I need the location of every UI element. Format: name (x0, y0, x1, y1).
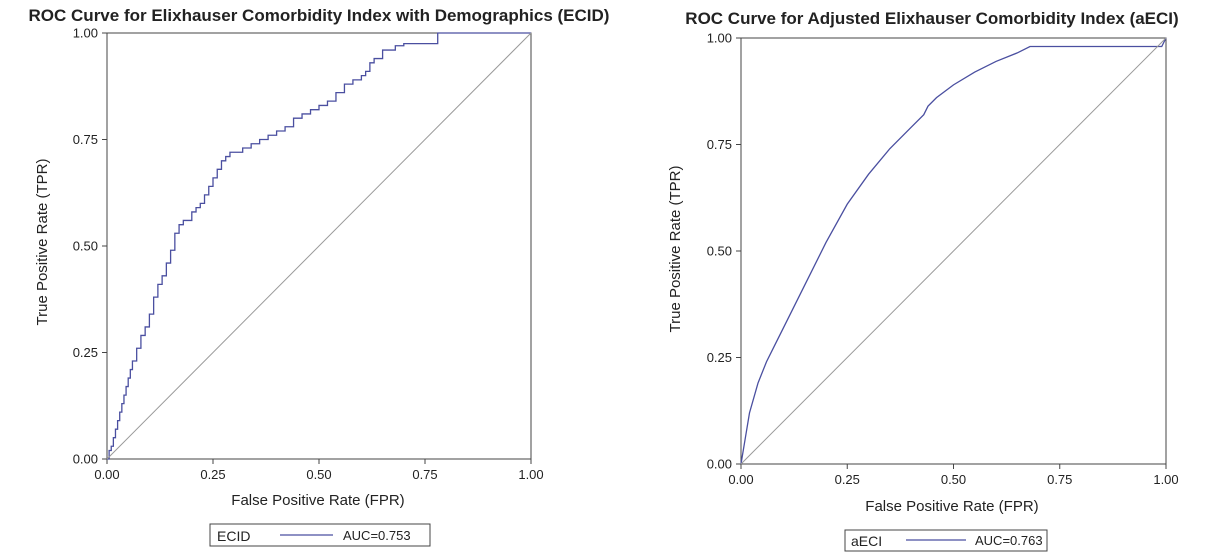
chart-ecid-x-tick-label: 0.00 (94, 467, 119, 482)
chart-ecid-x-tick-label: 0.50 (306, 467, 331, 482)
chart-aeci-reference-line (740, 37, 1167, 465)
chart-ecid-y-tick-label: 0.75 (73, 132, 98, 147)
chart-aeci-y-tick-label: 1.00 (707, 31, 732, 46)
chart-aeci-axes: 0.00 0.25 0.50 0.75 1.00 0.00 0.25 0.50 0.75 1.00 (707, 31, 1179, 488)
chart-aeci-x-tick-label: 0.75 (1047, 472, 1072, 487)
chart-ecid-legend-entry: ECID (217, 528, 250, 544)
chart-aeci-series (740, 37, 1167, 465)
chart-ecid-legend-auc: AUC=0.753 (343, 528, 411, 543)
chart-aeci: ROC Curve for Adjusted Elixhauser Comorb… (667, 9, 1179, 552)
chart-ecid-reference-line (106, 32, 532, 460)
chart-ecid-x-tick-label: 1.00 (518, 467, 543, 482)
chart-ecid-x-tick-label: 0.75 (412, 467, 437, 482)
chart-ecid-axes: 0.00 0.25 0.50 0.75 1.00 0.00 0.25 0.50 0.75 1.00 (73, 26, 544, 483)
chart-aeci-title: ROC Curve for Adjusted Elixhauser Comorb… (685, 9, 1178, 28)
chart-ecid: ROC Curve for Elixhauser Comorbidity Ind… (29, 6, 610, 547)
chart-ecid-title: ROC Curve for Elixhauser Comorbidity Ind… (29, 6, 610, 25)
chart-aeci-legend-entry: aECI (851, 533, 882, 549)
chart-aeci-legend: aECI AUC=0.763 (844, 529, 1048, 552)
chart-aeci-y-tick-label: 0.75 (707, 137, 732, 152)
chart-aeci-y-tick-label: 0.50 (707, 244, 732, 259)
chart-aeci-y-tick-label: 0.00 (707, 457, 732, 472)
chart-ecid-x-axis-label: False Positive Rate (FPR) (231, 492, 404, 509)
chart-aeci-x-tick-label: 0.00 (728, 472, 753, 487)
chart-aeci-x-tick-label: 0.50 (941, 472, 966, 487)
chart-ecid-legend: ECID AUC=0.753 (209, 523, 431, 547)
chart-ecid-y-tick-label: 0.50 (73, 239, 98, 254)
chart-ecid-roc-curve (107, 32, 531, 460)
chart-ecid-y-tick-label: 1.00 (73, 26, 98, 41)
chart-aeci-x-axis-label: False Positive Rate (FPR) (865, 498, 1038, 515)
chart-aeci-legend-auc: AUC=0.763 (975, 533, 1043, 548)
chart-ecid-y-tick-label: 0.00 (73, 452, 98, 467)
chart-ecid-y-tick-label: 0.25 (73, 345, 98, 360)
chart-aeci-y-tick-label: 0.25 (707, 350, 732, 365)
chart-aeci-roc-curve (740, 37, 1167, 465)
chart-ecid-x-tick-label: 0.25 (200, 467, 225, 482)
chart-aeci-x-tick-label: 0.25 (835, 472, 860, 487)
chart-aeci-x-tick-label: 1.00 (1153, 472, 1178, 487)
chart-aeci-y-axis-label: True Positive Rate (TPR) (667, 166, 684, 333)
chart-ecid-series (106, 32, 532, 460)
chart-ecid-y-axis-label: True Positive Rate (TPR) (34, 159, 51, 326)
